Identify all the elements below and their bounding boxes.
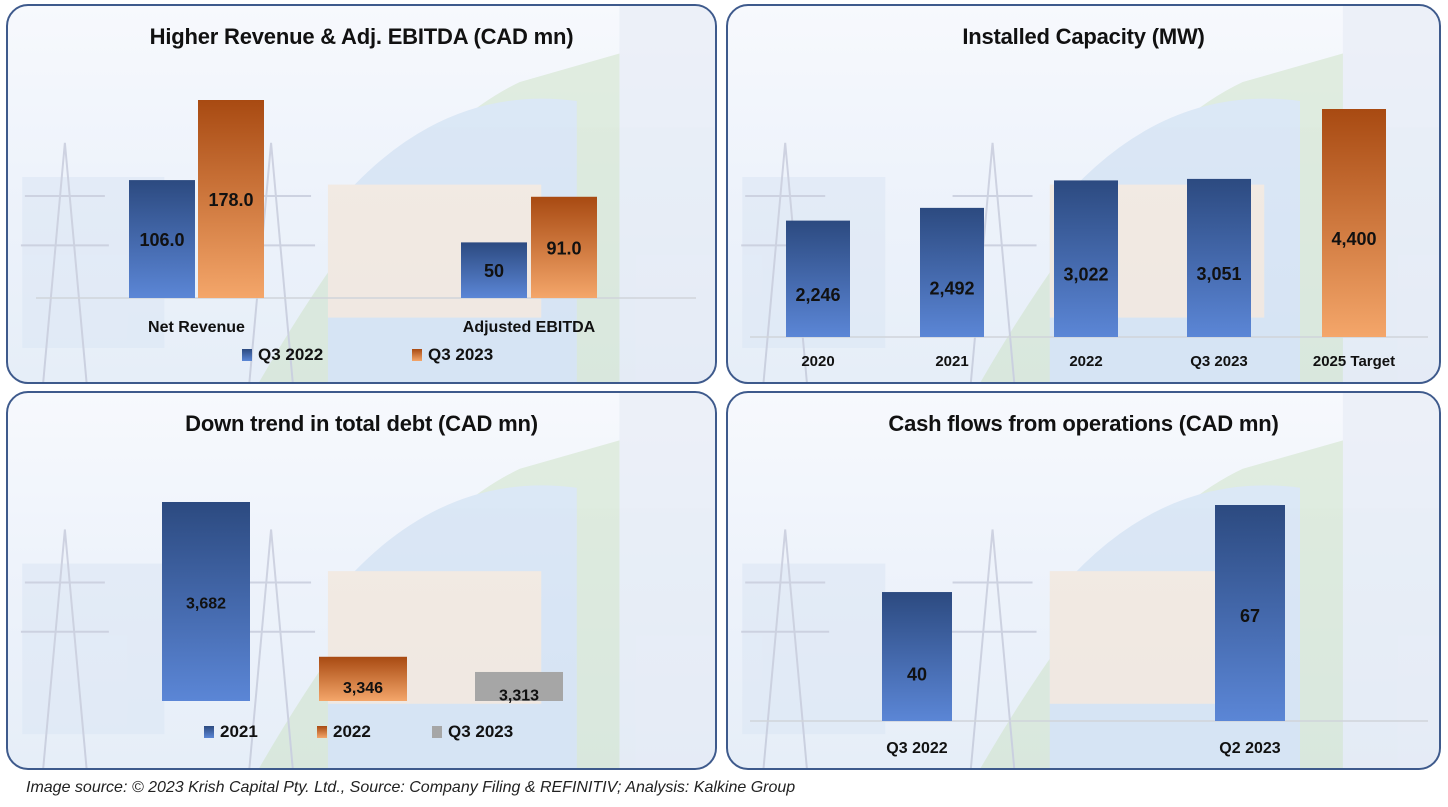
- category-label: Adjusted EBITDA: [463, 319, 596, 336]
- data-label: 3,682: [186, 596, 226, 613]
- chart-title: Cash flows from operations (CAD mn): [888, 411, 1279, 436]
- chart-title: Down trend in total debt (CAD mn): [185, 411, 538, 436]
- category-label: Q2 2023: [1219, 740, 1280, 757]
- bar: [319, 656, 407, 701]
- panel-cash-flows: Cash flows from operations (CAD mn) 40 Q3…: [726, 391, 1441, 770]
- data-label: 106.0: [139, 230, 184, 250]
- chart-total-debt: 3,682 3,346 3,313 2021 2022 Q3 2023: [162, 502, 563, 741]
- data-label: 50: [484, 261, 504, 281]
- category-label: 2022: [1069, 353, 1102, 370]
- category-label: Net Revenue: [148, 319, 245, 336]
- legend-swatch: [317, 726, 327, 738]
- image-source-caption: Image source: © 2023 Krish Capital Pty. …: [26, 779, 796, 796]
- chart-title: Higher Revenue & Adj. EBITDA (CAD mn): [149, 24, 574, 49]
- panel-total-debt: Down trend in total debt (CAD mn) 3,682 3…: [6, 391, 717, 770]
- panel-installed-capacity: Installed Capacity (MW) 2,246 2020 2,492 20…: [726, 4, 1441, 384]
- data-label: 3,346: [343, 680, 383, 697]
- bar: [461, 242, 527, 298]
- data-label: 3,051: [1196, 264, 1241, 284]
- data-label: 178.0: [208, 190, 253, 210]
- chart-revenue-ebitda: 106.0 178.0 Net Revenue 50 91.0 Adjusted EBIT…: [36, 100, 696, 364]
- category-label: Q3 2022: [886, 740, 947, 757]
- data-label: 40: [907, 665, 927, 685]
- legend-label: Q3 2022: [258, 345, 323, 364]
- legend-label: 2022: [333, 722, 371, 741]
- legend-swatch: [242, 349, 252, 361]
- bar: [475, 671, 563, 701]
- legend-label: Q3 2023: [448, 722, 513, 741]
- legend-swatch: [204, 726, 214, 738]
- legend-label: Q3 2023: [428, 345, 493, 364]
- data-label: 2,246: [795, 285, 840, 305]
- data-label: 3,313: [499, 687, 539, 704]
- data-label: 91.0: [546, 238, 581, 258]
- category-label: 2020: [801, 353, 834, 370]
- bar: [1215, 505, 1285, 721]
- category-label: 2021: [935, 353, 968, 370]
- data-label: 4,400: [1331, 229, 1376, 249]
- legend-label: 2021: [220, 722, 258, 741]
- bar: [786, 220, 850, 337]
- chart-cash-flows: 40 Q3 2022 67 Q2 2023: [750, 505, 1428, 757]
- chart-title: Installed Capacity (MW): [962, 24, 1205, 49]
- legend-swatch: [432, 726, 442, 738]
- bar: [882, 592, 952, 721]
- bar: [129, 180, 195, 298]
- data-label: 3,022: [1063, 265, 1108, 285]
- bar: [1187, 178, 1251, 337]
- bar: [1054, 180, 1118, 337]
- bar: [198, 100, 264, 298]
- chart-installed-capacity: 2,246 2020 2,492 2021 3,022 2022 3,051 Q3 2023 4…: [750, 109, 1428, 370]
- bar: [920, 207, 984, 337]
- category-label: 2025 Target: [1313, 353, 1395, 370]
- legend-swatch: [412, 349, 422, 361]
- bar: [1322, 109, 1386, 337]
- panel-revenue-ebitda: Higher Revenue & Adj. EBITDA (CAD mn) 10…: [6, 4, 717, 384]
- data-label: 2,492: [929, 278, 974, 298]
- bar: [162, 502, 250, 701]
- bar: [531, 196, 597, 298]
- category-label: Q3 2023: [1190, 353, 1248, 370]
- data-label: 67: [1240, 606, 1260, 626]
